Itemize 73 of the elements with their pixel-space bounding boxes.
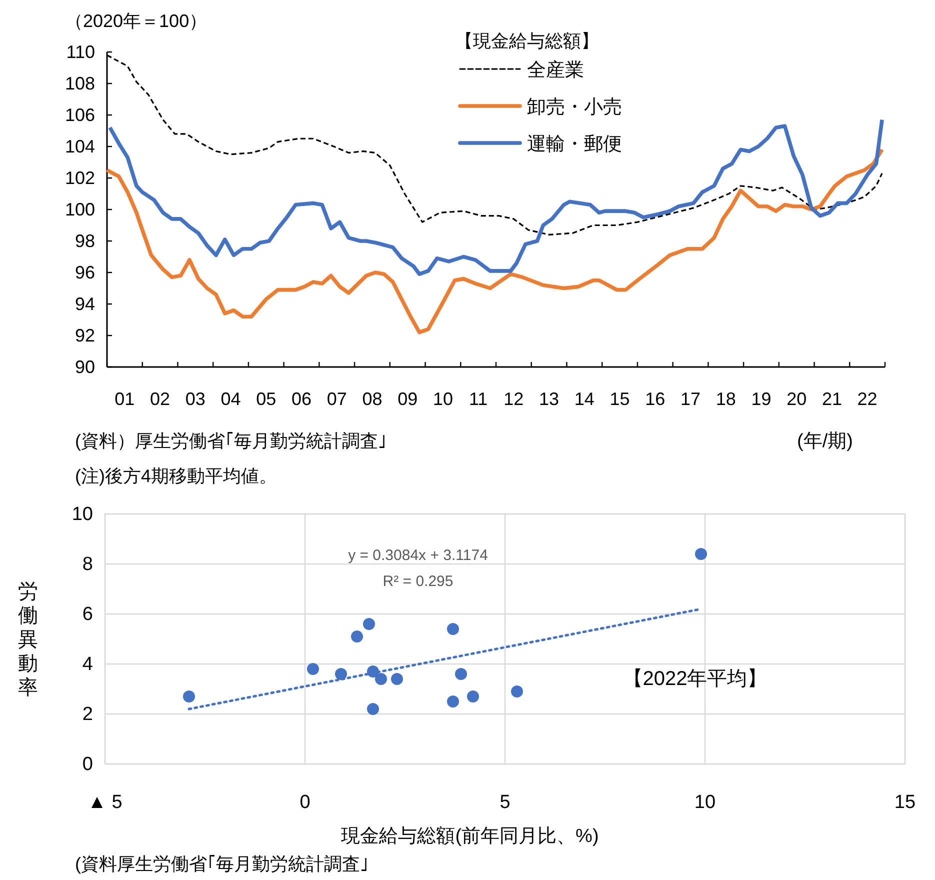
annotation: y = 0.3084x + 3.1174 xyxy=(348,547,488,564)
x-tick-label: 05 xyxy=(256,389,276,409)
y-tick-label: 0 xyxy=(82,754,93,775)
x-tick-label: 10 xyxy=(694,792,716,813)
x-tick-label: 11 xyxy=(468,389,488,409)
x-tick-label: 15 xyxy=(894,792,916,813)
point xyxy=(467,690,479,702)
x-tick-label: 01 xyxy=(114,389,135,409)
legend-label: 運輸・郵便 xyxy=(527,134,622,155)
x-tick-label: 09 xyxy=(398,389,418,409)
y-axis-title: （2020年＝100） xyxy=(65,11,208,31)
y-tick-label: 96 xyxy=(74,262,95,282)
point xyxy=(351,630,363,642)
y-tick-label: 92 xyxy=(74,326,95,346)
point xyxy=(363,618,375,630)
x-tick-label: 15 xyxy=(610,389,630,409)
line-series xyxy=(108,118,884,276)
y-tick-label: 98 xyxy=(74,231,95,251)
x-axis-title: 現金給与総額(前年同月比、%) xyxy=(341,826,599,847)
y-tick-label: 104 xyxy=(64,136,95,156)
x-tick-label: 03 xyxy=(185,389,206,409)
y-tick-label: 90 xyxy=(74,357,95,377)
y-tick-label: 100 xyxy=(64,200,95,220)
x-tick-label: 04 xyxy=(220,389,241,409)
y-tick-label: 8 xyxy=(82,554,93,575)
x-tick-label: 14 xyxy=(574,389,594,409)
point xyxy=(375,673,387,685)
annotation: 【2022年平均】 xyxy=(622,668,768,690)
y-axis-title: 労働異動率 xyxy=(18,581,38,699)
x-tick-label: 06 xyxy=(291,389,312,409)
legend-title: 【現金給与総額】 xyxy=(455,31,599,51)
x-tick-label: 21 xyxy=(822,389,842,409)
x-tick-label: 18 xyxy=(716,389,736,409)
y-tick-label: 4 xyxy=(82,654,94,675)
x-tick-label: 10 xyxy=(432,389,453,409)
point xyxy=(391,673,403,685)
x-tick-label: 17 xyxy=(680,389,701,409)
y-tick-label: 102 xyxy=(64,168,95,188)
x-axis-title: (年/期) xyxy=(797,431,853,452)
y-tick-label: 10 xyxy=(72,504,93,525)
point xyxy=(511,686,523,698)
y-tick-label: 6 xyxy=(82,604,93,625)
x-tick-label: 5 xyxy=(500,792,510,813)
x-tick-label: 12 xyxy=(504,389,524,409)
text: (資料）厚生労働省｢毎月勤労統計調査｣ xyxy=(75,431,387,451)
legend-label: 卸売・小売 xyxy=(527,97,622,118)
legend-label: 全産業 xyxy=(527,59,584,81)
y-tick-label: 110 xyxy=(66,42,95,62)
point xyxy=(695,548,707,560)
y-tick-label: 106 xyxy=(64,105,95,125)
point xyxy=(447,696,459,708)
x-tick-label: 22 xyxy=(857,389,878,409)
text: (注)後方4期移動平均値。 xyxy=(75,466,277,486)
annotation: R² = 0.295 xyxy=(382,573,454,590)
point xyxy=(447,623,459,635)
point xyxy=(307,663,319,675)
y-tick-label: 2 xyxy=(82,704,93,725)
x-tick-label: 19 xyxy=(751,389,772,409)
x-tick-label: 16 xyxy=(645,389,666,409)
x-tick-label: 20 xyxy=(786,389,807,409)
x-tick-label: 13 xyxy=(539,389,560,409)
point xyxy=(367,703,379,715)
x-tick-label: 0 xyxy=(300,792,310,813)
point xyxy=(455,668,467,680)
y-tick-label: 108 xyxy=(64,74,95,94)
y-tick-label: 94 xyxy=(74,294,95,314)
x-tick-label: 08 xyxy=(362,389,382,409)
point xyxy=(335,668,347,680)
x-tick-label: 07 xyxy=(326,389,347,409)
text: (資料厚生労働省｢毎月勤労統計調査｣ xyxy=(75,854,369,874)
x-tick-label: 02 xyxy=(150,389,170,409)
point xyxy=(183,690,195,702)
x-tick-label: ▲ 5 xyxy=(88,792,122,813)
